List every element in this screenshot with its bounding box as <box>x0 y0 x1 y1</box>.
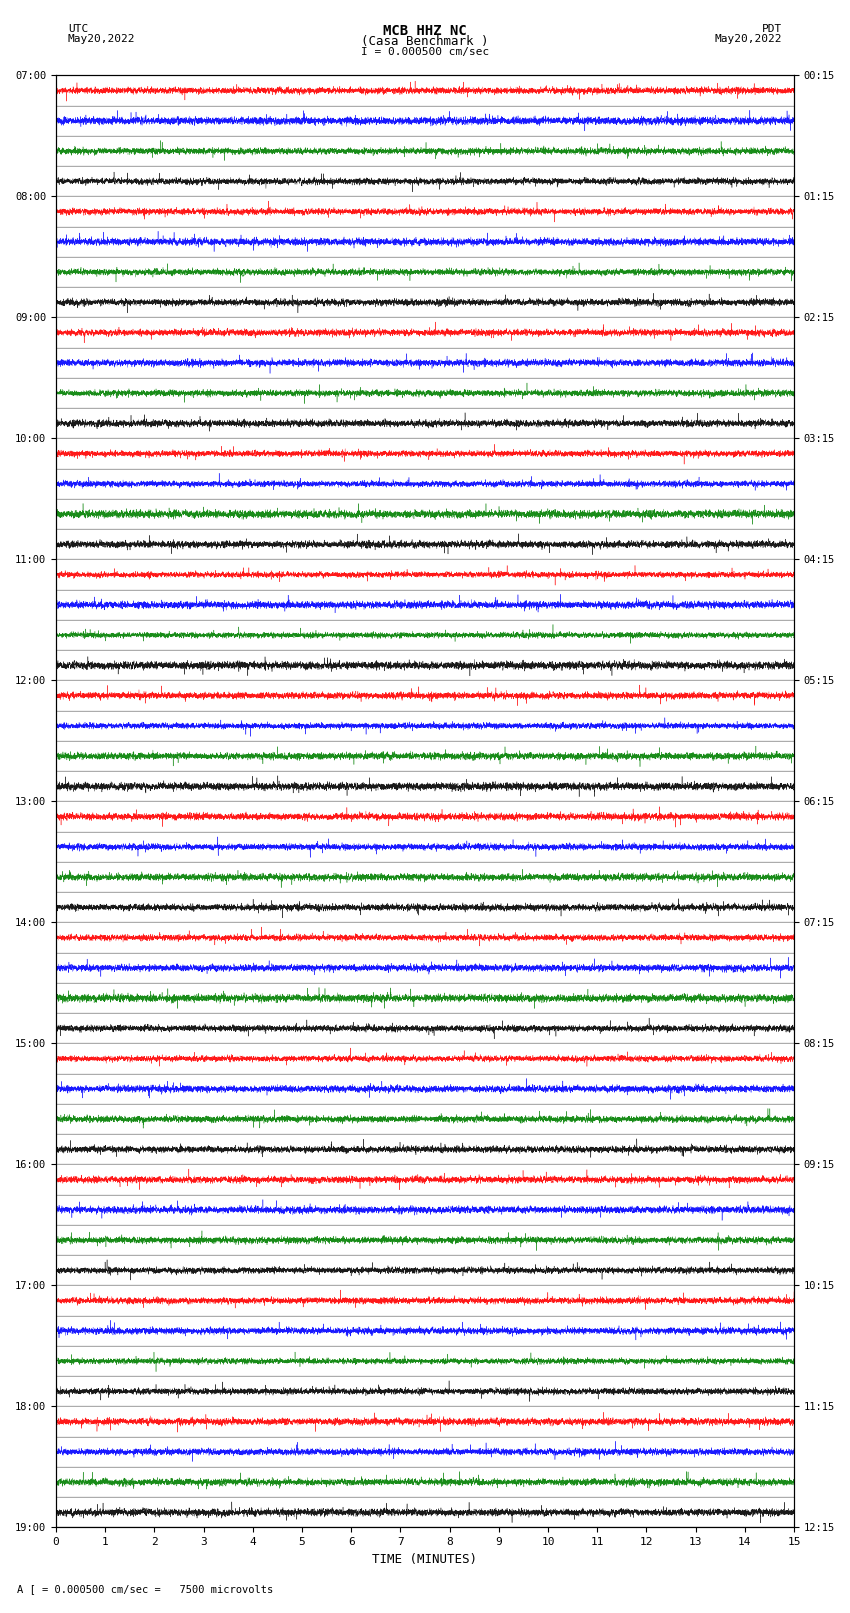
Text: A [ = 0.000500 cm/sec =   7500 microvolts: A [ = 0.000500 cm/sec = 7500 microvolts <box>17 1584 273 1594</box>
Text: UTC: UTC <box>68 24 88 34</box>
Text: May20,2022: May20,2022 <box>715 34 782 44</box>
Text: (Casa Benchmark ): (Casa Benchmark ) <box>361 35 489 48</box>
X-axis label: TIME (MINUTES): TIME (MINUTES) <box>372 1553 478 1566</box>
Text: PDT: PDT <box>762 24 782 34</box>
Text: I = 0.000500 cm/sec: I = 0.000500 cm/sec <box>361 47 489 56</box>
Text: May20,2022: May20,2022 <box>68 34 135 44</box>
Text: MCB HHZ NC: MCB HHZ NC <box>383 24 467 39</box>
